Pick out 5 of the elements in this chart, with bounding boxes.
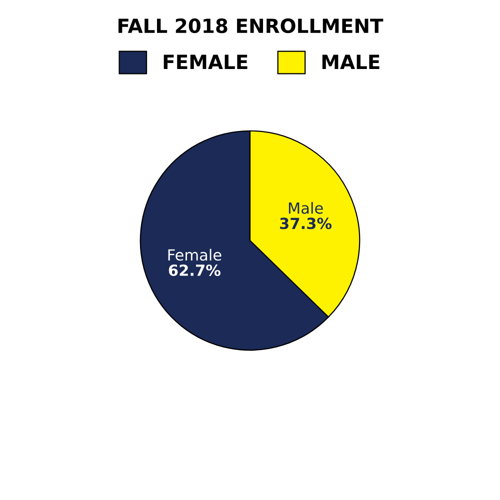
- legend-label: MALE: [322, 54, 380, 69]
- legend-label: FEMALE: [164, 54, 248, 69]
- chart-title: FALL 2018 ENROLLMENT: [118, 18, 384, 34]
- data-label: Male 37.3%: [280, 202, 332, 230]
- data-label: Female 62.7%: [168, 248, 222, 276]
